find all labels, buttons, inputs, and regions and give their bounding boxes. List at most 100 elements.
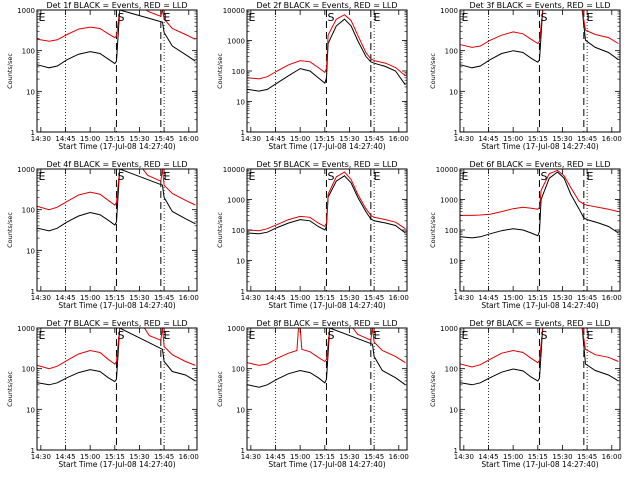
- event-marker-label: E: [249, 329, 256, 342]
- y-tick-label: 1: [241, 288, 245, 296]
- y-axis-label: Counts/sec: [6, 212, 14, 248]
- panel-2: Det 2f BLACK = Events, RED = LLD 1 10 100 10…: [216, 1, 409, 151]
- y-tick-label: 1000: [227, 38, 245, 46]
- y-tick-label: 100: [232, 68, 245, 76]
- y-tick-label: 1000: [227, 197, 245, 205]
- chart-title: Det 4f BLACK = Events, RED = LLD: [46, 160, 187, 169]
- event-marker-label: E: [462, 170, 469, 183]
- y-tick-label: 1: [454, 447, 458, 455]
- x-tick-label: 15:30: [552, 135, 572, 143]
- x-tick-label: 15:00: [290, 453, 310, 461]
- series-lld-line: [460, 328, 619, 368]
- chart-title: Det 6f BLACK = Events, RED = LLD: [469, 160, 610, 169]
- chart-title: Det 8f BLACK = Events, RED = LLD: [256, 319, 397, 328]
- y-tick-label: 10: [26, 247, 35, 255]
- event-marker-label: E: [163, 11, 170, 24]
- series-events-line: [460, 171, 619, 239]
- x-tick-label: 15:00: [503, 294, 523, 302]
- x-tick-label: 15:15: [315, 135, 335, 143]
- series-lld-line: [460, 169, 619, 216]
- x-tick-label: 15:00: [503, 135, 523, 143]
- event-marker-label: E: [249, 170, 256, 183]
- panel-4: Det 4f BLACK = Events, RED = LLD 1 10 100 10…: [6, 160, 199, 310]
- y-tick-label: 10000: [223, 166, 245, 174]
- x-tick-label: 15:15: [105, 453, 125, 461]
- y-tick-label: 100: [232, 227, 245, 235]
- x-tick-label: 16:00: [179, 453, 199, 461]
- x-tick-label: 14:45: [265, 294, 285, 302]
- event-marker-label: S: [540, 170, 547, 183]
- y-axis-label: Counts/sec: [429, 371, 437, 407]
- series-lld-line: [37, 10, 196, 42]
- y-tick-label: 100: [22, 48, 35, 56]
- event-marker-label: E: [586, 11, 593, 24]
- y-tick-label: 100: [232, 366, 245, 374]
- series-lld-line: [37, 328, 196, 370]
- x-tick-label: 15:00: [80, 294, 100, 302]
- y-tick-label: 10000: [436, 166, 458, 174]
- chart-title: Det 1f BLACK = Events, RED = LLD: [46, 1, 187, 10]
- y-tick-label: 100: [445, 227, 458, 235]
- event-marker-label: E: [39, 11, 46, 24]
- x-axis-label: Start Time (17-Jul-08 14:27:40): [481, 301, 598, 310]
- y-tick-label: 10: [26, 406, 35, 414]
- series-lld-line: [247, 171, 406, 232]
- y-axis-label: Counts/sec: [429, 53, 437, 89]
- y-tick-label: 10: [236, 406, 245, 414]
- x-axis-label: Start Time (17-Jul-08 14:27:40): [268, 301, 385, 310]
- x-tick-label: 14:30: [31, 135, 51, 143]
- y-axis-label: Counts/sec: [216, 212, 224, 248]
- x-axis-label: Start Time (17-Jul-08 14:27:40): [58, 142, 175, 151]
- chart-title: Det 7f BLACK = Events, RED = LLD: [46, 319, 187, 328]
- x-tick-label: 15:45: [154, 453, 174, 461]
- event-marker-label: E: [39, 329, 46, 342]
- y-tick-label: 10000: [223, 7, 245, 15]
- y-tick-label: 1: [454, 129, 458, 137]
- plot-frame: [36, 168, 198, 292]
- x-axis-label: Start Time (17-Jul-08 14:27:40): [268, 460, 385, 469]
- y-tick-label: 1: [241, 447, 245, 455]
- event-marker-label: E: [249, 11, 256, 24]
- x-axis-label: Start Time (17-Jul-08 14:27:40): [58, 460, 175, 469]
- x-tick-label: 15:45: [577, 453, 597, 461]
- chart-title: Det 3f BLACK = Events, RED = LLD: [469, 1, 610, 10]
- x-tick-label: 15:45: [154, 135, 174, 143]
- x-tick-label: 15:15: [528, 294, 548, 302]
- y-axis-label: Counts/sec: [429, 212, 437, 248]
- plot-frame: [36, 9, 198, 133]
- y-tick-label: 1000: [440, 325, 458, 333]
- y-tick-label: 1: [31, 288, 35, 296]
- x-tick-label: 14:30: [454, 453, 474, 461]
- x-tick-label: 15:30: [339, 294, 359, 302]
- y-tick-label: 100: [22, 207, 35, 215]
- event-marker-label: S: [327, 170, 334, 183]
- x-tick-label: 16:00: [602, 453, 622, 461]
- series-lld-line: [247, 328, 406, 366]
- y-tick-label: 10: [449, 258, 458, 266]
- y-tick-label: 100: [445, 48, 458, 56]
- series-events-line: [460, 328, 619, 386]
- x-tick-label: 14:30: [241, 453, 261, 461]
- series-events-line: [37, 169, 196, 232]
- x-tick-label: 14:45: [55, 135, 75, 143]
- y-tick-label: 1000: [440, 7, 458, 15]
- x-tick-label: 14:30: [241, 294, 261, 302]
- x-tick-label: 15:15: [528, 453, 548, 461]
- series-events-line: [460, 10, 619, 69]
- y-tick-label: 1: [31, 129, 35, 137]
- x-tick-label: 15:45: [577, 135, 597, 143]
- x-tick-label: 15:45: [577, 294, 597, 302]
- x-tick-label: 15:15: [315, 294, 335, 302]
- x-tick-label: 15:15: [528, 135, 548, 143]
- panel-5: Det 5f BLACK = Events, RED = LLD 1 10 100 10…: [216, 160, 409, 310]
- x-tick-label: 15:15: [105, 135, 125, 143]
- x-tick-label: 14:45: [55, 453, 75, 461]
- y-tick-label: 1000: [17, 325, 35, 333]
- event-marker-label: S: [327, 329, 334, 342]
- x-tick-label: 15:45: [364, 453, 384, 461]
- event-marker-label: E: [462, 329, 469, 342]
- y-tick-label: 1000: [227, 325, 245, 333]
- x-tick-label: 14:30: [241, 135, 261, 143]
- x-tick-label: 15:30: [129, 294, 149, 302]
- x-tick-label: 15:15: [315, 453, 335, 461]
